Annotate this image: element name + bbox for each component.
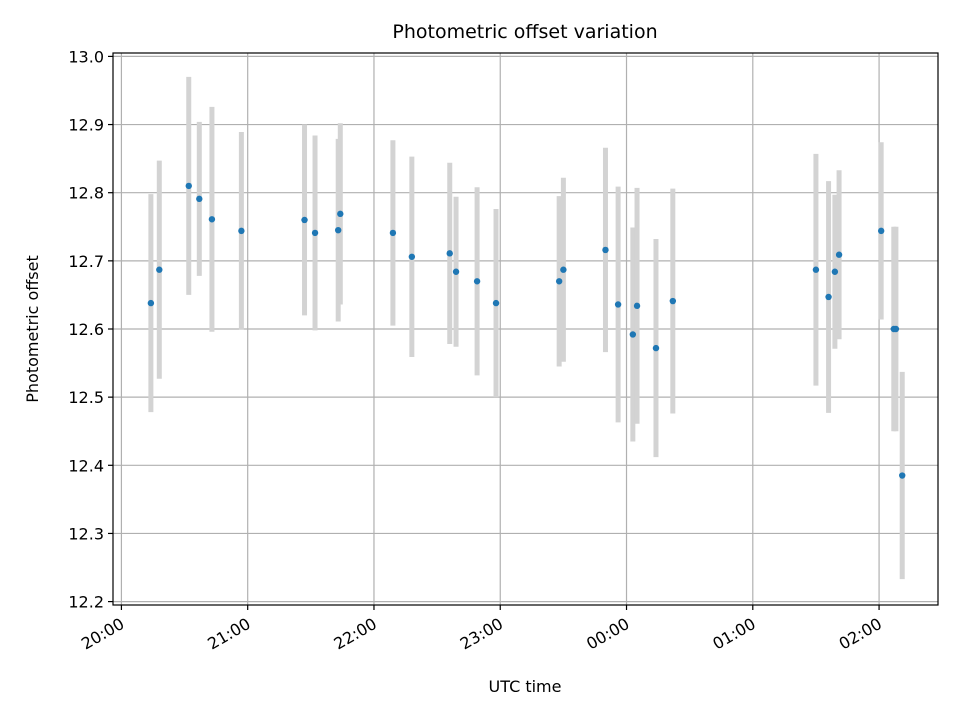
data-point [877, 227, 885, 235]
y-tick-label: 12.7 [68, 252, 104, 271]
data-point [408, 253, 416, 260]
data-point [812, 266, 820, 273]
y-tick-label: 12.5 [68, 388, 104, 407]
x-axis-label: UTC time [489, 677, 562, 696]
grid-lines [113, 53, 938, 605]
data-point [311, 229, 319, 237]
data-point [156, 266, 163, 273]
y-axis-ticks: 12.2 12.3 12.4 12.5 12.6 12.7 12.8 12.9 13.0 [68, 47, 113, 612]
chart-title: Photometric offset variation [392, 21, 657, 43]
y-tick-label: 12.3 [68, 524, 104, 543]
data-point [614, 301, 622, 308]
y-tick-label: 12.6 [68, 320, 104, 339]
data-point [334, 226, 342, 234]
data-point [389, 229, 397, 237]
data-point [669, 297, 677, 305]
y-tick-label: 12.4 [68, 456, 104, 475]
data-point [473, 278, 481, 285]
data-point [602, 246, 609, 254]
data-point [452, 268, 460, 275]
data-point [652, 344, 660, 352]
data-points [147, 182, 906, 479]
data-point [633, 302, 641, 310]
data-point [337, 210, 344, 218]
data-point [185, 182, 192, 190]
data-point [825, 293, 832, 301]
y-tick-label: 12.8 [68, 184, 104, 203]
data-point [147, 299, 155, 307]
y-axis-label: Photometric offset [23, 255, 42, 403]
data-point [238, 227, 245, 235]
data-point [629, 331, 637, 338]
data-point [892, 325, 900, 333]
data-point [835, 251, 843, 258]
data-point [208, 216, 216, 223]
data-point [446, 250, 453, 257]
data-point [555, 278, 563, 285]
y-tick-label: 12.9 [68, 116, 104, 135]
data-point [831, 268, 839, 275]
data-point [492, 299, 500, 307]
data-point [899, 472, 906, 479]
data-point [301, 216, 308, 224]
data-point [560, 266, 567, 273]
y-tick-label: 12.2 [68, 593, 104, 612]
y-tick-label: 13.0 [68, 47, 104, 66]
data-point [196, 195, 203, 203]
